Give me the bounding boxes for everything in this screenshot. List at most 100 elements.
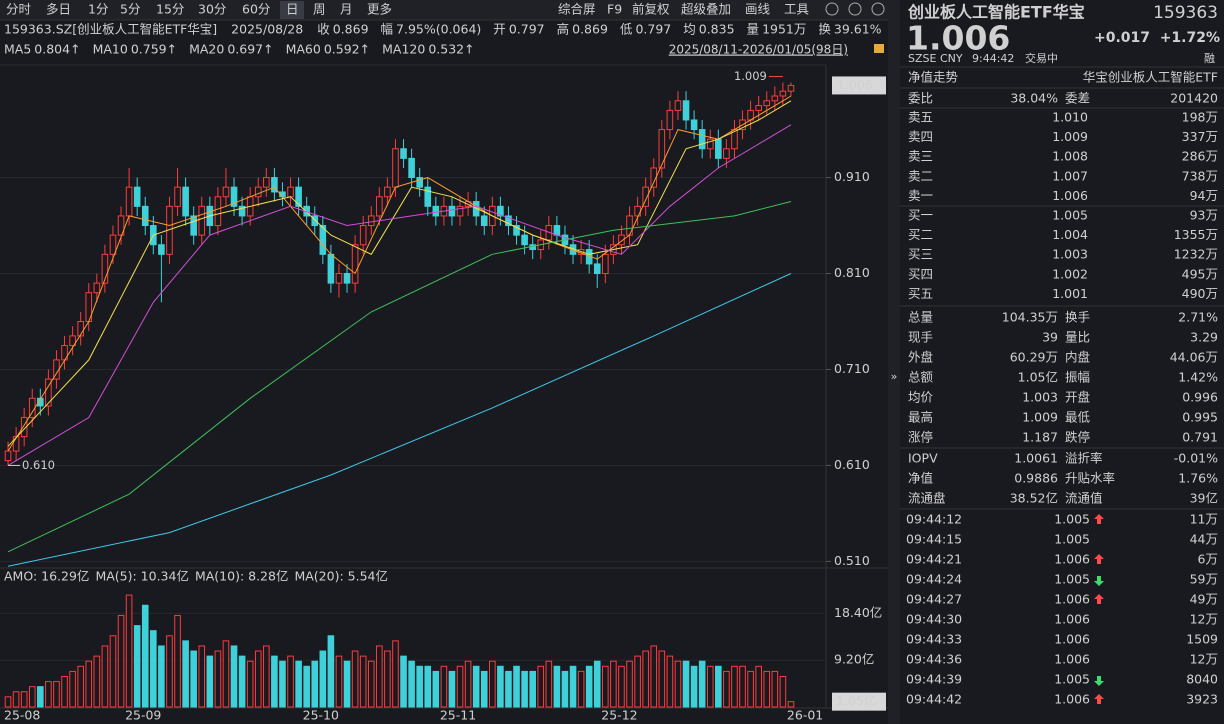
candle-body — [295, 186, 302, 207]
volume-bar — [150, 630, 157, 708]
y-tick-label: 0.610 — [834, 457, 870, 472]
volume-bar — [101, 645, 109, 708]
period-tab[interactable]: 5分 — [120, 2, 140, 17]
volume-bar — [367, 660, 375, 708]
volume-bar — [521, 670, 528, 708]
volume-bar — [497, 665, 504, 708]
collapse-icon[interactable]: » — [891, 370, 898, 383]
volume-bar — [198, 645, 206, 708]
candle-body — [642, 186, 649, 207]
volume-bar — [271, 655, 278, 708]
trade-volume: 12万 — [1190, 612, 1218, 627]
volume-bar — [690, 665, 698, 708]
x-tick-label: 26-01 — [787, 708, 823, 723]
nav-tab[interactable]: 净值走势 — [908, 70, 959, 85]
tool-button[interactable]: 前复权 — [632, 2, 670, 17]
book-price: 1.010 — [1052, 110, 1088, 125]
candle-body — [480, 215, 488, 227]
stat-value: 0.9886 — [1014, 471, 1058, 486]
volume-bar — [230, 645, 238, 708]
volume-bar — [77, 665, 84, 708]
tool-button[interactable]: 超级叠加 — [681, 2, 731, 17]
period-tab[interactable]: 15分 — [156, 2, 184, 17]
book-volume: 337万 — [1182, 129, 1218, 144]
candle-body — [602, 253, 609, 275]
period-tab[interactable]: 周 — [313, 2, 326, 17]
volume-bar — [327, 635, 335, 708]
panel-gutter[interactable] — [888, 0, 900, 724]
volume-bar — [376, 645, 383, 708]
volume-bar — [731, 665, 738, 708]
ma-line — [7, 124, 792, 466]
tool-button[interactable]: 工具 — [784, 2, 810, 17]
candle-body — [674, 100, 682, 111]
icon[interactable] — [825, 2, 839, 16]
stat-value: 1.0061 — [1014, 451, 1058, 466]
badge: 融 — [1204, 52, 1215, 65]
trade-arrow — [1094, 576, 1104, 586]
trade-time: 09:44:12 — [906, 512, 962, 527]
trade-volume: 1509 — [1186, 632, 1218, 647]
volume-bar — [93, 655, 101, 708]
volume-bar — [85, 660, 93, 708]
stat-value: 1.187 — [1022, 430, 1058, 445]
y-tick-label: 9.20亿 — [834, 652, 874, 667]
volume-bar — [416, 665, 423, 708]
volume-bar — [359, 655, 367, 708]
ma-line — [7, 273, 792, 567]
volume-bar — [634, 655, 641, 708]
trade-arrow — [1094, 694, 1104, 704]
info-value: 0.869 — [572, 22, 608, 37]
period-tab[interactable]: 多日 — [46, 2, 71, 17]
last-price-tag — [832, 76, 886, 95]
period-tab[interactable]: 1分 — [88, 2, 108, 17]
tool-button[interactable]: 综合屏 — [558, 2, 596, 17]
candle-body — [424, 186, 432, 207]
ratio-value: 201420 — [1170, 91, 1218, 106]
volume-bar — [303, 665, 310, 708]
volume-bar — [37, 686, 44, 708]
lock-icon[interactable] — [874, 44, 884, 53]
candle-body — [222, 186, 230, 198]
period-tab[interactable]: 60分 — [242, 2, 270, 17]
volume-bar — [20, 691, 28, 708]
candle-body — [521, 234, 528, 246]
ma-line — [7, 100, 792, 447]
volume-bar — [763, 670, 771, 708]
volume-bar — [747, 670, 754, 708]
volume-bar — [602, 665, 609, 708]
period-tab[interactable]: 更多 — [367, 2, 392, 17]
info-label: 量 — [747, 22, 760, 37]
tool-button[interactable]: F9 — [607, 2, 622, 17]
stat-value: 3.29 — [1190, 330, 1218, 345]
volume-bar — [392, 640, 399, 708]
volume-bar — [214, 650, 222, 708]
volume-bar — [424, 665, 432, 708]
icon[interactable] — [848, 2, 862, 16]
candle-body — [779, 90, 787, 97]
period-tab[interactable]: 分时 — [6, 2, 32, 17]
volume-bar — [553, 665, 561, 708]
stat-value: 2.71% — [1178, 310, 1218, 325]
period-tab[interactable]: 月 — [340, 2, 353, 17]
stat-label: 最高 — [908, 410, 933, 425]
x-tick-label: 25-10 — [303, 708, 339, 723]
legend-name: MA10 — [93, 42, 128, 57]
candle-body — [376, 196, 383, 217]
x-tick-label: 25-09 — [125, 708, 161, 723]
candle-body — [254, 186, 262, 198]
book-price: 1.008 — [1052, 149, 1088, 164]
stat-label: 总量 — [908, 310, 933, 325]
candle-body — [513, 225, 520, 236]
icon[interactable] — [871, 2, 885, 16]
tool-button[interactable]: 画线 — [745, 2, 771, 17]
trade-arrow — [1094, 594, 1104, 604]
period-tab[interactable]: 30分 — [198, 2, 226, 17]
period-tab[interactable]: 日 — [286, 2, 299, 17]
volume-bar — [28, 686, 36, 708]
book-price: 1.006 — [1052, 188, 1088, 203]
volume-bar — [246, 660, 254, 708]
volume-bar — [400, 655, 407, 708]
book-label: 买三 — [908, 247, 933, 262]
book-label: 卖五 — [908, 110, 933, 125]
